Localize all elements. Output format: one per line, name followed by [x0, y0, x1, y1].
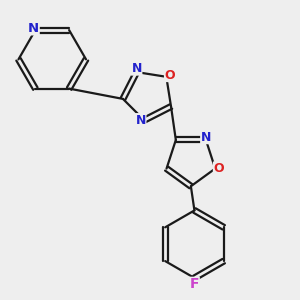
Text: N: N — [136, 114, 146, 127]
Text: O: O — [214, 162, 224, 175]
Text: N: N — [131, 62, 142, 75]
Text: N: N — [28, 22, 39, 35]
Text: F: F — [190, 278, 199, 291]
Text: O: O — [165, 68, 175, 82]
Text: N: N — [201, 130, 211, 144]
